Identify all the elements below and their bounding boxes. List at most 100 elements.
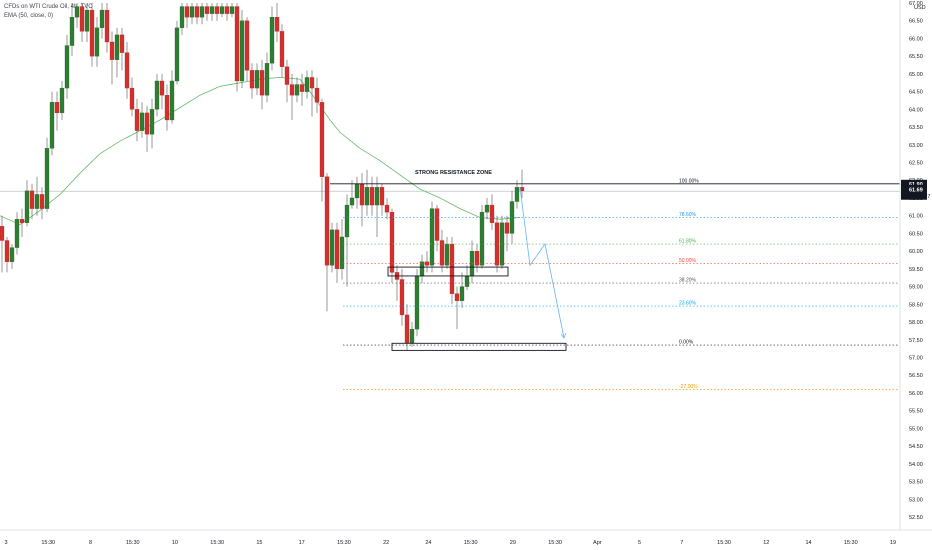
projection-path[interactable] xyxy=(519,187,567,339)
candle-down xyxy=(454,293,460,301)
fib-level-label: 78.60% xyxy=(679,212,697,218)
price-tick-label: 63.50 xyxy=(909,125,923,131)
candle-up xyxy=(269,17,275,64)
time-tick-label: 24 xyxy=(425,540,431,546)
candle-down xyxy=(29,190,35,209)
price-tick-label: 53.50 xyxy=(909,480,923,486)
price-tick-label: 56.50 xyxy=(909,373,923,379)
price-tick-label: 64.50 xyxy=(909,90,923,96)
fib-retracement[interactable]: 100.00% 78.60% 61.80% 50.00% 38.20% 23.60% 0.0… xyxy=(330,178,900,390)
countdown-tag: 02:09:27 xyxy=(909,194,930,200)
candle-down xyxy=(434,208,440,241)
time-tick-label: 12 xyxy=(763,540,769,546)
time-tick-label: 17 xyxy=(299,540,305,546)
candle-up xyxy=(484,204,490,213)
candle-down xyxy=(159,80,165,96)
time-tick-label: 15:30 xyxy=(844,540,858,546)
price-tick-label: 52.50 xyxy=(909,515,923,521)
candle-up xyxy=(304,77,310,92)
time-tick-label: 15:30 xyxy=(337,540,351,546)
time-tick-label: 3 xyxy=(4,540,7,546)
candle-up xyxy=(329,229,335,266)
symbol-info: CFDs on WTI Crude Oil, 4h, TVC xyxy=(4,4,93,10)
candle-up xyxy=(374,187,380,206)
candle-down xyxy=(134,109,140,131)
candle-up xyxy=(429,208,435,266)
ema-line xyxy=(0,76,521,226)
chart-legend: CFDs on WTI Crude Oil, 4h, TVC EMA (50, … xyxy=(4,3,93,21)
time-tick-label: 5 xyxy=(638,540,641,546)
support-zones[interactable] xyxy=(387,266,567,351)
candle-up xyxy=(9,247,15,262)
fib-level-label: 50.00% xyxy=(679,258,697,264)
time-tick-label: 15 xyxy=(256,540,262,546)
candle-up xyxy=(464,275,470,287)
time-tick-label: 15:30 xyxy=(717,540,731,546)
candle-down xyxy=(4,240,10,262)
price-tick-label: 54.00 xyxy=(909,462,923,468)
candle-down xyxy=(449,243,455,294)
fib-level-label: 38.20% xyxy=(679,278,697,284)
time-tick-label: 15:30 xyxy=(41,540,55,546)
candle-up xyxy=(139,112,145,131)
price-tick-label: 59.00 xyxy=(909,285,923,291)
candle-down xyxy=(289,84,295,96)
candle-down xyxy=(184,6,190,18)
price-tick-label: 55.00 xyxy=(909,426,923,432)
time-tick-label: 15:30 xyxy=(464,540,478,546)
price-tick-label: 56.00 xyxy=(909,391,923,397)
candle-up xyxy=(229,6,235,14)
candle-up xyxy=(199,6,205,18)
fib-level-label: 0.00% xyxy=(679,340,694,346)
price-tick-label: 55.50 xyxy=(909,409,923,415)
candle-down xyxy=(164,95,170,121)
candle-down xyxy=(369,187,375,206)
time-tick-label: 15:30 xyxy=(548,540,562,546)
price-axis[interactable]: 67.00 66.50 66.00 65.50 65.00 64.50 64.00 63.50… xyxy=(909,1,923,521)
candle-down xyxy=(119,34,125,53)
price-tick-label: 63.00 xyxy=(909,143,923,149)
last-price-tag-bg xyxy=(901,179,927,188)
candle-down xyxy=(284,66,290,85)
price-tick-label: 62.50 xyxy=(909,161,923,167)
ema-indicator-info: EMA (50, close, 0) xyxy=(4,13,54,19)
price-tick-label: 53.00 xyxy=(909,497,923,503)
candle-up xyxy=(99,9,105,28)
price-tick-label: 66.00 xyxy=(909,36,923,42)
current-price-tag: 61.69 xyxy=(909,188,923,194)
candle-up xyxy=(64,45,70,89)
candle-down xyxy=(274,17,280,32)
candle-up xyxy=(189,6,195,18)
candle-up xyxy=(114,34,120,60)
time-tick-label: 19 xyxy=(890,540,896,546)
candle-down xyxy=(89,9,95,57)
candle-up xyxy=(364,187,370,206)
candle-down xyxy=(19,219,25,223)
price-tick-label: 58.00 xyxy=(909,320,923,326)
time-axis[interactable]: 3 15:30 8 15:30 10 15:30 15 17 15:30 22 24 15:30 29 1… xyxy=(4,540,896,546)
support-zone-box xyxy=(387,266,509,277)
price-tick-label: 65.50 xyxy=(909,54,923,60)
candle-up xyxy=(414,275,420,330)
candle-up xyxy=(254,70,260,89)
current-price-tag-bg xyxy=(901,184,927,200)
candle-down xyxy=(389,211,395,273)
candle-down xyxy=(279,31,285,67)
candle-up xyxy=(239,20,245,82)
candle-up xyxy=(354,183,360,199)
price-tick-label: 58.50 xyxy=(909,302,923,308)
candle-down xyxy=(204,6,210,14)
candle-up xyxy=(459,286,465,301)
candle-up xyxy=(339,236,345,270)
candle-up xyxy=(514,187,520,202)
time-tick-label: 14 xyxy=(805,540,811,546)
time-tick-label: 15:30 xyxy=(126,540,140,546)
fib-level-label: 61.80% xyxy=(679,239,697,245)
candle-up xyxy=(179,6,185,28)
candle-down xyxy=(54,102,60,114)
candle-up xyxy=(349,197,355,206)
price-tick-label: 61.00 xyxy=(909,214,923,220)
fib-level-label: 23.60% xyxy=(679,301,697,307)
candle-down xyxy=(104,9,110,43)
